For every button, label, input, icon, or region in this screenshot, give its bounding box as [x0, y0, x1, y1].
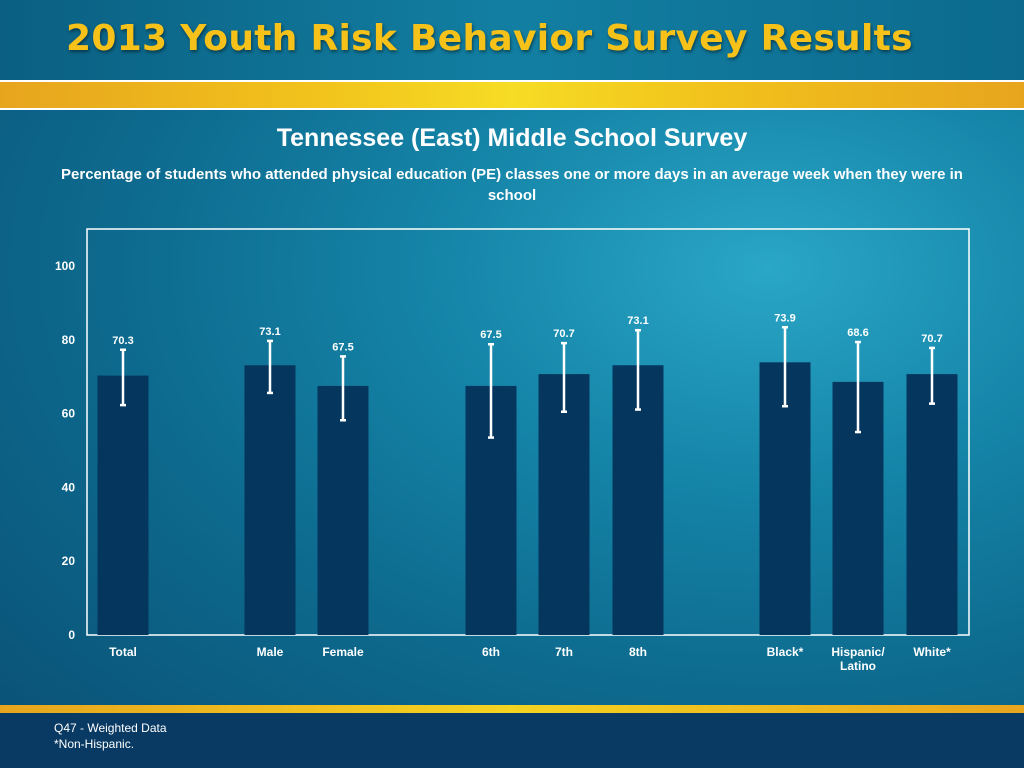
bar-chart: 0 20 40 60 80 100 70.3 Total 73.1 Male 67.5 Female 6… — [55, 228, 970, 673]
footnote-nonhispanic: *Non-Hispanic. — [54, 737, 135, 751]
chart-subtitle: Percentage of students who attended phys… — [61, 166, 963, 204]
data-label-3: 67.5 — [332, 341, 353, 353]
footnote-weighted: Q47 - Weighted Data — [54, 721, 167, 735]
category-label-7: Black* — [767, 645, 804, 659]
category-label-8: Hispanic/ — [831, 645, 885, 659]
data-label-9: 70.7 — [921, 333, 942, 345]
bar-5 — [538, 374, 590, 635]
y-tick-label: 40 — [62, 480, 76, 494]
bar-9 — [906, 374, 958, 635]
y-tick-label: 60 — [62, 407, 76, 421]
category-label-1: Total — [109, 645, 137, 659]
y-tick-label: 0 — [68, 628, 75, 642]
chart-title: Tennessee (East) Middle School Survey — [276, 124, 748, 152]
header-banner: 2013 Youth Risk Behavior Survey Results — [0, 0, 1024, 80]
page-title: 2013 Youth Risk Behavior Survey Results — [66, 18, 913, 59]
data-label-1: 70.3 — [112, 335, 133, 347]
data-label-6: 73.1 — [627, 315, 648, 327]
data-label-2: 73.1 — [259, 326, 280, 338]
category-label-3: Female — [322, 645, 364, 659]
data-label-5: 70.7 — [553, 328, 574, 340]
footer: Q47 - Weighted Data *Non-Hispanic. — [0, 713, 1024, 768]
plot-frame — [86, 228, 970, 636]
bar-3 — [317, 385, 369, 635]
bar-7 — [759, 362, 811, 635]
bar-2 — [244, 365, 296, 635]
data-label-4: 67.5 — [480, 329, 501, 341]
y-tick-label: 80 — [62, 333, 76, 347]
data-label-8: 68.6 — [847, 327, 868, 339]
category-label-8: Latino — [840, 659, 876, 673]
category-label-5: 7th — [555, 645, 573, 659]
y-tick-label: 100 — [55, 259, 75, 273]
header-stripe — [0, 80, 1024, 110]
footer-stripe — [0, 705, 1024, 713]
category-label-4: 6th — [482, 645, 500, 659]
y-tick-label: 20 — [62, 554, 76, 568]
category-label-2: Male — [257, 645, 284, 659]
bar-1 — [97, 375, 149, 635]
category-label-9: White* — [913, 645, 951, 659]
category-label-6: 8th — [629, 645, 647, 659]
data-label-7: 73.9 — [774, 312, 795, 324]
